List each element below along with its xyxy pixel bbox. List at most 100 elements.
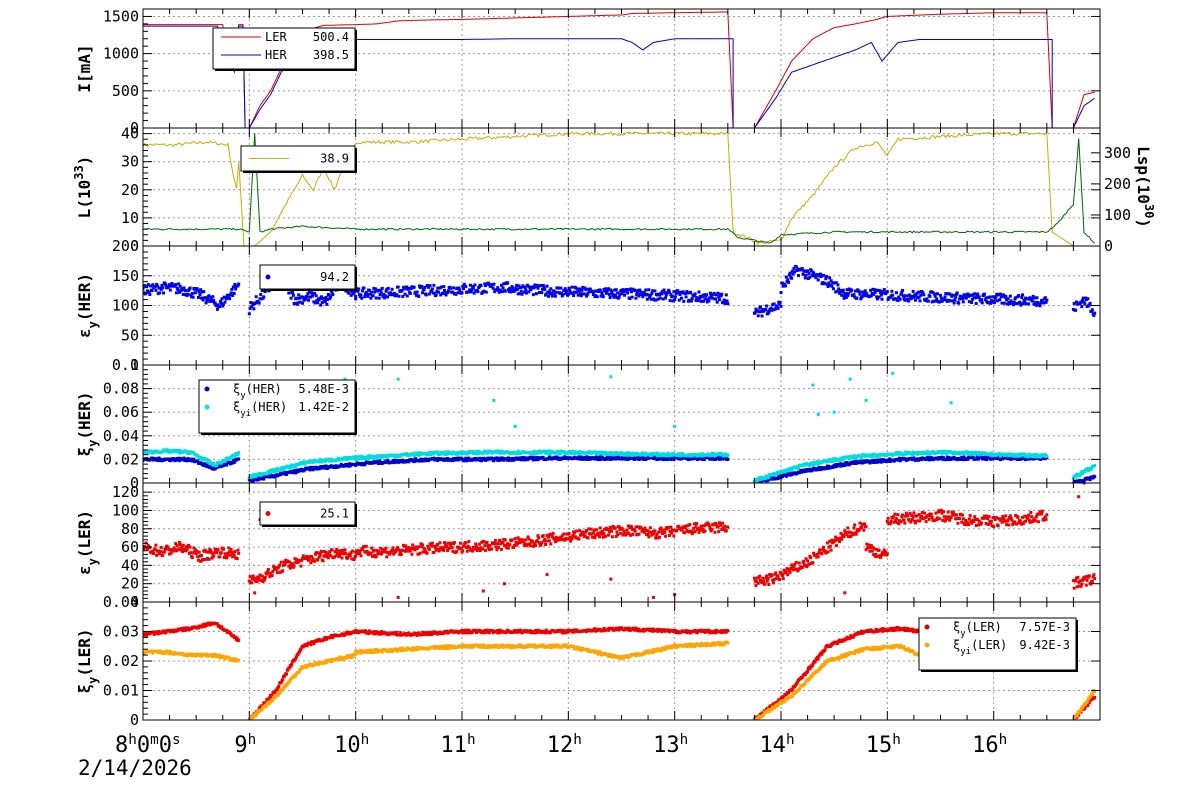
data-point [767,582,771,586]
data-point [684,295,688,299]
data-point [629,287,633,291]
data-point [793,562,797,566]
data-point [317,555,321,559]
data-point [662,528,666,532]
data-point [823,549,827,553]
data-point [1002,452,1006,456]
data-point [374,296,378,300]
data-point [496,288,500,292]
data-point [215,551,219,555]
data-point [278,570,282,574]
data-point [418,551,422,555]
data-point [200,290,204,294]
data-point [534,284,538,288]
data-point [324,464,328,468]
data-point [343,548,347,552]
data-point [271,569,275,573]
data-point [189,457,193,461]
data-point [266,567,270,571]
data-point [806,559,810,563]
data-point [758,477,762,481]
data-point [236,284,240,288]
data-point [357,287,361,291]
data-point [164,547,168,551]
data-point [825,541,829,545]
data-point [181,458,185,462]
data-point [980,455,984,459]
data-point [456,291,460,295]
data-point [529,287,533,291]
data-point [601,535,605,539]
data-point [306,292,310,296]
data-point [698,528,702,532]
data-point [1030,299,1034,303]
data-point [553,536,557,540]
data-point [521,538,525,542]
data-point [597,290,601,294]
data-point [361,548,365,552]
data-point [340,556,344,560]
data-point [394,550,398,554]
data-point [574,536,578,540]
data-point [307,466,311,470]
data-point [781,281,785,285]
data-point [484,284,488,288]
data-point [182,286,186,290]
y-tick-label: 0.04 [103,427,139,445]
data-point [384,289,388,293]
data-point [210,299,214,303]
data-point [361,457,365,461]
data-point [950,294,954,298]
data-point [880,297,884,301]
data-point [709,454,713,458]
data-point [577,289,581,293]
data-point [330,291,334,295]
data-point [174,283,178,287]
data-point [352,558,356,562]
data-point [561,293,565,297]
data-point [969,453,973,457]
data-point [613,288,617,292]
data-point [525,458,529,462]
data-point [202,463,206,467]
data-point [473,547,477,551]
data-point [662,457,666,461]
data-point [687,298,691,302]
outlier-point [609,375,613,379]
data-point [999,292,1003,296]
data-point [686,529,690,533]
data-point [368,454,372,458]
data-point [481,547,485,551]
data-point [705,523,709,527]
data-point [479,457,483,461]
data-point [1005,302,1009,306]
data-point [503,543,507,547]
data-point [474,542,478,546]
panel-3: 00.020.040.060.080.1ξy(HER)ξy(HER) 5.48E-… [75,356,1101,492]
y-tick-label: 20 [121,181,139,199]
data-point [171,549,175,553]
data-point [1086,297,1090,301]
data-point [310,460,314,464]
data-point [585,293,589,297]
data-point [841,533,845,537]
data-point [237,282,241,286]
data-point [314,465,318,469]
data-point [697,290,701,294]
data-point [929,458,933,462]
data-point [188,545,192,549]
data-point [721,521,725,525]
data-point [605,290,609,294]
data-point [206,550,210,554]
data-point [395,547,399,551]
data-point [472,291,476,295]
data-point [703,297,707,301]
data-point [229,547,233,551]
data-point [462,542,466,546]
data-point [181,543,185,547]
data-point [1082,479,1086,483]
data-point [301,301,304,305]
data-point [987,301,991,305]
data-point [355,455,359,459]
data-point [477,456,481,460]
